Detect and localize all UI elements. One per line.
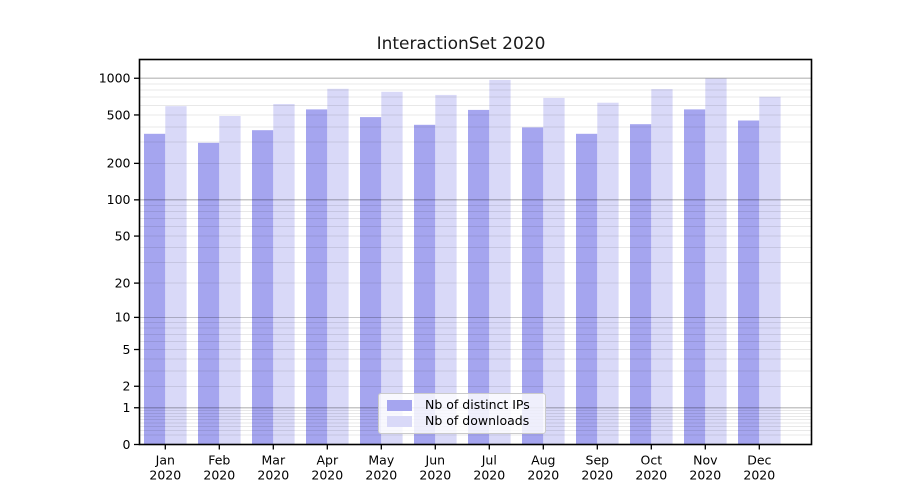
legend-label-distinct-ips: Nb of distinct IPs xyxy=(425,397,530,413)
bar-aug-downloads xyxy=(543,97,565,445)
x-tick-label-month: Jan xyxy=(155,453,175,468)
x-tick-label-year: 2020 xyxy=(365,468,397,483)
bar-jul-distinct-ips xyxy=(468,109,490,445)
y-tick-label: 200 xyxy=(107,156,131,171)
bar-jul-downloads xyxy=(489,79,511,445)
bar-nov-downloads xyxy=(705,78,727,445)
x-tick-label-month: Jul xyxy=(481,453,497,468)
bar-dec-distinct-ips xyxy=(738,120,760,445)
x-tick-label-month: Aug xyxy=(531,453,555,468)
bar-may-distinct-ips xyxy=(360,117,382,445)
y-tick-label: 1 xyxy=(123,400,131,415)
bar-sep-distinct-ips xyxy=(576,133,598,445)
bar-feb-downloads xyxy=(219,116,241,445)
chart-title: InteractionSet 2020 xyxy=(376,34,546,54)
bars-distinct-ips xyxy=(144,109,760,445)
plot-frame xyxy=(138,58,813,446)
x-tick-label-month: Feb xyxy=(208,453,230,468)
x-tick-label-year: 2020 xyxy=(203,468,235,483)
legend-row-downloads: Nb of downloads xyxy=(387,415,545,428)
x-tick-label-month: May xyxy=(368,453,394,468)
bar-sep-downloads xyxy=(597,102,619,445)
bar-jan-distinct-ips xyxy=(144,133,166,445)
x-tick-label-year: 2020 xyxy=(635,468,667,483)
bar-apr-downloads xyxy=(327,88,349,445)
y-tick-label: 2 xyxy=(123,379,131,394)
bar-feb-distinct-ips xyxy=(198,142,220,445)
y-tick-label: 50 xyxy=(115,228,131,243)
bar-may-downloads xyxy=(381,91,403,445)
x-tick-label-year: 2020 xyxy=(149,468,181,483)
x-tick-label-year: 2020 xyxy=(473,468,505,483)
bar-oct-distinct-ips xyxy=(630,124,652,445)
x-axis: Jan2020Feb2020Mar2020Apr2020May2020Jun20… xyxy=(149,444,775,483)
x-tick-label-year: 2020 xyxy=(311,468,343,483)
legend-swatch-distinct-ips xyxy=(387,400,412,412)
y-tick-label: 10 xyxy=(115,310,131,325)
x-tick-label-year: 2020 xyxy=(257,468,289,483)
legend-swatch-downloads xyxy=(387,415,412,427)
y-gridlines xyxy=(139,77,812,436)
y-tick-label: 500 xyxy=(107,107,131,122)
bar-apr-distinct-ips xyxy=(306,109,328,445)
bar-nov-distinct-ips xyxy=(684,109,706,445)
bar-oct-downloads xyxy=(651,89,673,445)
x-tick-label-year: 2020 xyxy=(527,468,559,483)
y-tick-label: 1000 xyxy=(99,71,131,86)
x-tick-label-month: Apr xyxy=(316,453,338,468)
x-tick-label-month: Oct xyxy=(640,453,662,468)
y-axis: 0 1 2 5 10 20 50 100 200 500 1000 xyxy=(99,71,140,452)
x-tick-label-month: Jun xyxy=(425,453,446,468)
bar-jun-downloads xyxy=(435,94,457,445)
x-tick-label-year: 2020 xyxy=(581,468,613,483)
x-tick-label-month: Nov xyxy=(693,453,718,468)
x-tick-label-year: 2020 xyxy=(689,468,721,483)
x-tick-label-year: 2020 xyxy=(743,468,775,483)
x-tick-label-month: Mar xyxy=(262,453,286,468)
x-tick-label-month: Dec xyxy=(747,453,771,468)
y-tick-label: 5 xyxy=(123,342,131,357)
legend: Nb of distinct IPs Nb of downloads xyxy=(378,393,546,434)
bars-downloads xyxy=(165,78,781,445)
legend-row-distinct-ips: Nb of distinct IPs xyxy=(387,399,545,412)
bar-jun-distinct-ips xyxy=(414,124,436,445)
x-tick-label-month: Sep xyxy=(586,453,610,468)
y-tick-label: 20 xyxy=(115,275,131,290)
y-tick-label: 0 xyxy=(123,437,131,452)
bar-dec-downloads xyxy=(759,96,781,445)
x-tick-label-year: 2020 xyxy=(419,468,451,483)
bar-aug-distinct-ips xyxy=(522,127,544,445)
y-tick-label: 100 xyxy=(107,192,131,207)
bar-mar-distinct-ips xyxy=(252,130,274,445)
legend-label-downloads: Nb of downloads xyxy=(425,413,530,429)
bar-mar-downloads xyxy=(273,104,295,445)
bar-jan-downloads xyxy=(165,106,187,445)
